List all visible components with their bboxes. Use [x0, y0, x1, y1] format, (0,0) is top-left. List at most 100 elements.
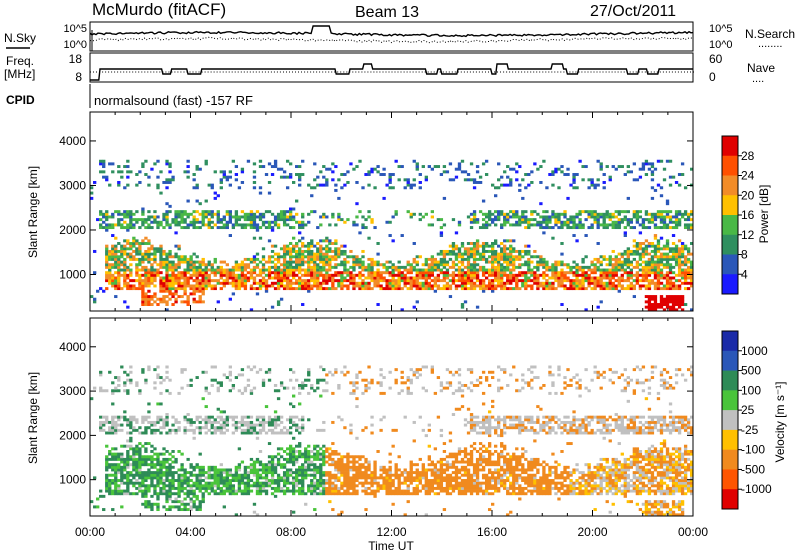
velocity-cell [111, 468, 115, 472]
velocity-cell [120, 455, 124, 459]
power-cell [105, 276, 109, 280]
power-cell [674, 263, 679, 267]
power-cell [605, 287, 609, 291]
power-cell [620, 263, 624, 267]
velocity-cell [123, 370, 127, 374]
power-cell [388, 281, 392, 285]
velocity-cell [195, 418, 199, 422]
power-cell [207, 279, 211, 283]
velocity-cell [316, 452, 320, 456]
power-cell [460, 260, 465, 264]
power-cell [340, 252, 344, 256]
velocity-cell [183, 479, 187, 482]
velocity-cell [319, 471, 323, 475]
power-cell [680, 263, 685, 267]
power-cell [165, 284, 169, 288]
power-cell [394, 210, 398, 214]
velocity-cell [168, 508, 172, 512]
power-cell [581, 223, 585, 227]
power-cell [542, 265, 546, 269]
velocity-cell [165, 473, 169, 477]
power-cell [623, 271, 627, 275]
velocity-cell [295, 484, 299, 488]
power-cell [605, 284, 609, 288]
power-cell [409, 186, 413, 190]
velocity-cell [267, 423, 272, 427]
velocity-cell [120, 460, 124, 464]
power-cell [340, 287, 344, 291]
power-cell [647, 212, 652, 216]
velocity-cell [282, 484, 287, 488]
velocity-cell [270, 465, 275, 469]
velocity-cell [183, 368, 187, 372]
velocity-cell [126, 465, 130, 469]
power-cell [367, 268, 371, 272]
power-cell [539, 255, 543, 259]
velocity-cell [307, 455, 311, 459]
velocity-cell [105, 463, 109, 467]
power-cell [593, 268, 597, 272]
power-cell [237, 287, 242, 291]
power-cell [421, 268, 425, 272]
velocity-cell [123, 481, 127, 485]
power-cell [653, 260, 658, 264]
power-cell [491, 255, 495, 259]
power-cell [599, 167, 603, 171]
power-cell [322, 279, 326, 283]
power-cell [183, 289, 187, 293]
power-cell [641, 223, 646, 227]
power-cell [349, 249, 353, 253]
power-cell [472, 271, 477, 275]
power-cell [204, 287, 208, 291]
power-cell [451, 279, 456, 283]
power-cell [397, 268, 401, 272]
power-cell [234, 218, 239, 222]
power-cell [433, 265, 438, 269]
power-cell [138, 252, 142, 256]
power-cell [177, 279, 181, 283]
power-cell [192, 297, 196, 301]
velocity-cell [162, 473, 166, 477]
power-cell [313, 265, 317, 269]
velocity-cell [111, 381, 115, 385]
power-cell [195, 271, 199, 275]
power-cell [319, 257, 323, 261]
power-cell [313, 210, 317, 214]
velocity-cell [207, 484, 211, 488]
power-cell [93, 297, 97, 301]
power-cell [340, 263, 344, 267]
velocity-cell [225, 486, 229, 490]
power-cell [518, 287, 522, 291]
velocity-cell [225, 428, 229, 432]
power-cell [138, 247, 142, 251]
power-cell [566, 226, 570, 230]
power-cell [216, 281, 220, 285]
power-cell [521, 178, 525, 182]
velocity-cell [201, 500, 205, 504]
velocity-cell [171, 455, 175, 459]
power-cell [515, 257, 519, 261]
power-cell [337, 178, 341, 182]
power-cell [454, 287, 459, 291]
power-cell [683, 210, 688, 214]
power-cell [451, 263, 456, 267]
power-cell [551, 210, 555, 214]
velocity-cell [117, 376, 121, 380]
power-cell [614, 226, 618, 230]
power-cell [216, 215, 220, 219]
velocity-cell [295, 489, 299, 493]
velocity-cell [249, 420, 254, 424]
power-cell [457, 284, 462, 288]
velocity-cell [114, 420, 118, 424]
power-cell [605, 271, 609, 275]
power-cell [611, 271, 615, 275]
velocity-cell [198, 508, 202, 512]
velocity-cell [301, 455, 305, 459]
power-cell [659, 194, 664, 198]
power-cell [147, 281, 151, 285]
velocity-cell [240, 373, 245, 377]
power-cell [665, 212, 670, 216]
power-cell [264, 260, 269, 264]
power-cell [270, 284, 275, 288]
power-cell [304, 279, 308, 283]
